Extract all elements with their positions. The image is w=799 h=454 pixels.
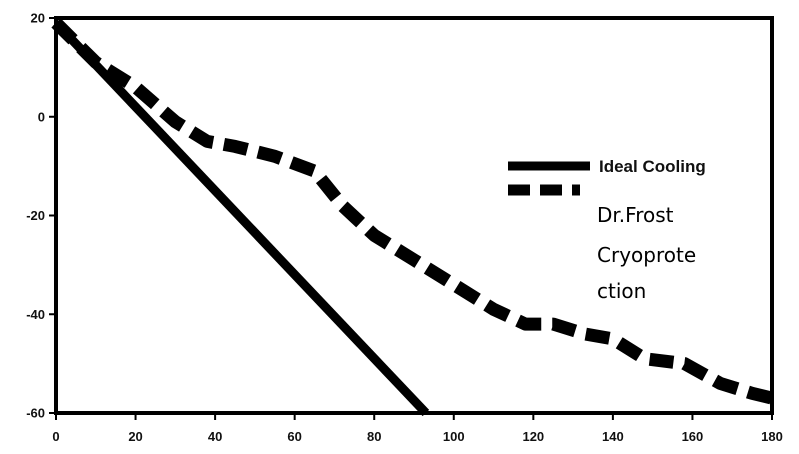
- series-dr-frost-line: [51, 18, 774, 405]
- x-tick-label: 180: [761, 429, 783, 444]
- x-tick-label: 40: [208, 429, 222, 444]
- y-axis: 20 0 -20 -40 -60: [26, 11, 56, 421]
- y-tick-label: -60: [26, 406, 45, 421]
- series-ideal-cooling-line: [52, 19, 430, 417]
- series-layer: [51, 18, 774, 417]
- legend-label-dr-frost-line: Cryoprote: [597, 243, 696, 267]
- x-tick-label: 160: [682, 429, 704, 444]
- y-tick-label: -20: [26, 208, 45, 223]
- x-tick-label: 80: [367, 429, 381, 444]
- x-axis: 0 20 40 60 80 100 120 140 160 180: [52, 413, 783, 444]
- x-tick-label: 140: [602, 429, 624, 444]
- legend: Ideal Cooling Dr.Frost Cryoprote ction: [508, 157, 706, 303]
- x-tick-label: 60: [287, 429, 301, 444]
- y-tick-label: 20: [31, 11, 45, 26]
- legend-label-dr-frost-line: Dr.Frost: [597, 203, 674, 227]
- x-tick-label: 20: [128, 429, 142, 444]
- x-tick-label: 100: [443, 429, 465, 444]
- x-tick-label: 0: [52, 429, 59, 444]
- x-tick-label: 120: [522, 429, 544, 444]
- y-tick-label: -40: [26, 307, 45, 322]
- y-tick-label: 0: [38, 109, 45, 124]
- legend-label-dr-frost-line: ction: [597, 279, 646, 303]
- legend-label-ideal-cooling: Ideal Cooling: [599, 157, 706, 176]
